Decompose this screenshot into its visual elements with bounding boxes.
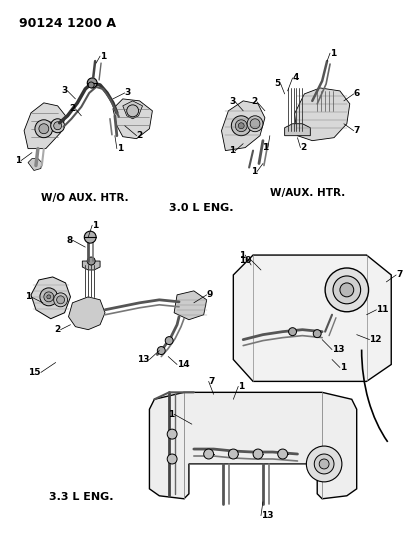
Text: 5: 5 [275,79,281,88]
Circle shape [278,449,288,459]
Text: 1: 1 [262,143,268,152]
Circle shape [250,119,260,129]
Polygon shape [24,103,66,149]
Text: 4: 4 [292,74,299,83]
Circle shape [228,449,238,459]
Text: 3: 3 [61,86,68,95]
Circle shape [247,116,263,132]
Polygon shape [222,101,265,151]
Text: 1: 1 [92,221,98,230]
Circle shape [35,120,53,138]
Text: 11: 11 [376,305,389,314]
Text: 7: 7 [209,377,215,386]
Polygon shape [294,88,350,141]
Text: W/O AUX. HTR.: W/O AUX. HTR. [41,193,129,204]
Text: 1: 1 [25,292,31,301]
Circle shape [165,337,173,345]
Text: 1: 1 [251,167,257,176]
Circle shape [253,449,263,459]
Polygon shape [233,255,391,382]
Text: 13: 13 [332,345,345,354]
Polygon shape [149,392,357,499]
Circle shape [39,124,49,134]
Text: 9: 9 [207,290,213,300]
Text: 3.0 L ENG.: 3.0 L ENG. [168,203,233,213]
Circle shape [57,296,64,304]
Text: 3: 3 [125,88,131,98]
Circle shape [314,454,334,474]
Circle shape [157,346,165,354]
Circle shape [167,454,177,464]
Circle shape [238,123,244,129]
Text: 1: 1 [239,251,245,260]
Circle shape [204,449,213,459]
Text: 1: 1 [100,52,107,61]
Polygon shape [28,158,42,171]
Text: 8: 8 [66,236,72,245]
Text: 13: 13 [137,355,149,364]
Text: 1: 1 [340,363,346,372]
Circle shape [54,293,68,307]
Circle shape [51,119,64,133]
Text: 15: 15 [28,368,41,377]
Text: 1: 1 [168,410,174,419]
Text: 6: 6 [354,90,360,99]
Polygon shape [82,261,100,270]
Text: 2: 2 [301,143,307,152]
Circle shape [167,429,177,439]
Text: 1: 1 [229,146,235,155]
Circle shape [40,288,58,306]
Text: 12: 12 [369,335,382,344]
Text: 1: 1 [238,382,245,391]
Polygon shape [174,291,207,320]
Polygon shape [68,297,105,330]
Text: 7: 7 [354,126,360,135]
Text: 14: 14 [177,360,190,369]
Circle shape [319,459,329,469]
Circle shape [87,78,97,88]
Text: 2: 2 [251,98,257,107]
Text: W/AUX. HTR.: W/AUX. HTR. [270,188,345,198]
Circle shape [87,257,95,265]
Text: 1: 1 [330,49,336,58]
Text: 13: 13 [261,511,273,520]
Text: 3: 3 [229,98,235,107]
Text: 2: 2 [54,325,61,334]
Polygon shape [31,277,70,319]
Text: 10: 10 [239,255,251,264]
Circle shape [313,330,321,337]
Text: 2: 2 [136,131,143,140]
Text: 7: 7 [396,270,403,279]
Circle shape [84,231,96,243]
Circle shape [47,295,51,299]
Circle shape [289,328,296,336]
Text: 2: 2 [69,104,75,114]
Circle shape [235,120,247,132]
Circle shape [340,283,354,297]
Text: 1: 1 [117,144,123,153]
Circle shape [325,268,369,312]
Text: 3.3 L ENG.: 3.3 L ENG. [49,492,113,502]
Circle shape [88,82,94,88]
Circle shape [231,116,251,136]
Text: 90124 1200 A: 90124 1200 A [19,17,116,30]
Polygon shape [123,101,143,119]
Circle shape [44,292,54,302]
Polygon shape [285,124,310,136]
Circle shape [333,276,360,304]
Circle shape [306,446,342,482]
Text: 1: 1 [15,156,21,165]
Circle shape [127,105,139,117]
Polygon shape [113,99,152,139]
Circle shape [54,122,62,130]
